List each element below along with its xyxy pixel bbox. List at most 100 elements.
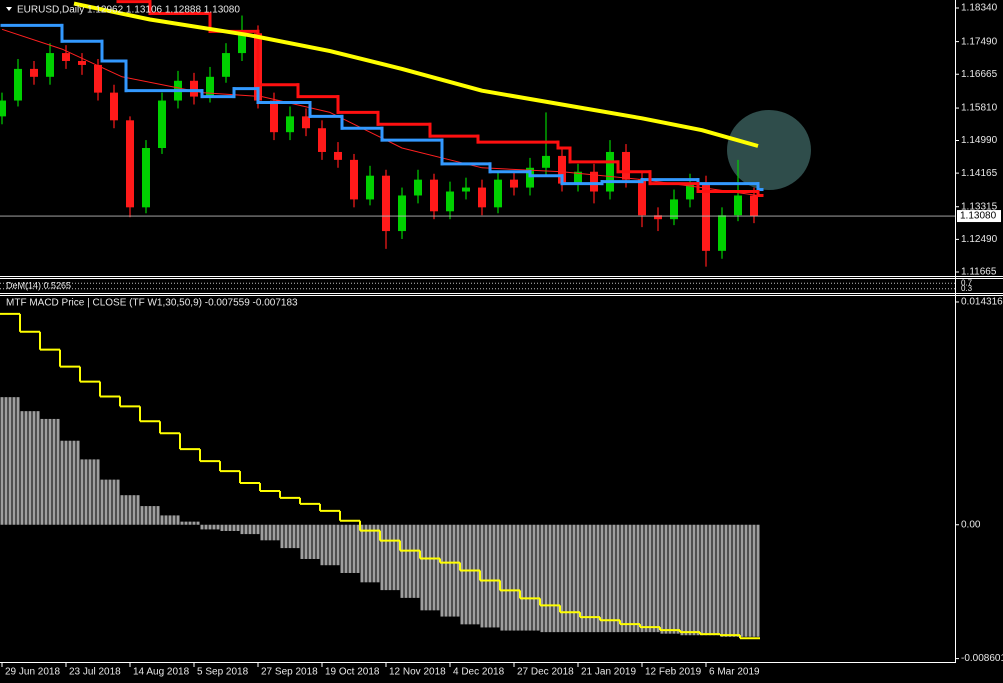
histogram-bar bbox=[576, 524, 580, 633]
histogram-bar bbox=[444, 524, 448, 617]
histogram-bar bbox=[696, 524, 700, 636]
histogram-bar bbox=[688, 524, 692, 636]
candle-body bbox=[590, 171, 598, 192]
candle-body bbox=[318, 128, 326, 152]
histogram-bar bbox=[564, 524, 568, 633]
candle-body bbox=[702, 183, 710, 251]
x-tick-label: 4 Dec 2018 bbox=[453, 667, 505, 678]
histogram-bar bbox=[232, 524, 236, 531]
histogram-bar bbox=[296, 524, 300, 549]
candle-body bbox=[30, 68, 38, 77]
histogram-bar bbox=[40, 418, 44, 525]
histogram-bar bbox=[628, 524, 632, 633]
candle-body bbox=[142, 148, 150, 208]
histogram-bar bbox=[580, 524, 584, 633]
histogram-bar bbox=[428, 524, 432, 611]
y-tick-label: 0.00 bbox=[961, 519, 981, 530]
histogram-bar bbox=[416, 524, 420, 598]
candle-body bbox=[654, 215, 662, 220]
histogram-bar bbox=[228, 524, 232, 531]
histogram-bar bbox=[72, 440, 76, 525]
candle-body bbox=[574, 171, 582, 184]
histogram-bar bbox=[56, 418, 60, 525]
candle-body bbox=[478, 187, 486, 208]
last-price-box bbox=[957, 210, 1001, 223]
histogram-bar bbox=[356, 524, 360, 573]
y-tick-label: 1.14165 bbox=[961, 168, 998, 179]
candle-body bbox=[222, 53, 230, 77]
histogram-bar bbox=[368, 524, 372, 583]
histogram-bar bbox=[732, 524, 736, 637]
histogram-bar bbox=[12, 397, 16, 525]
y-tick-label: 1.12490 bbox=[961, 234, 998, 245]
moving-average bbox=[73, 1, 759, 148]
histogram-bar bbox=[168, 515, 172, 525]
histogram-bar bbox=[344, 524, 348, 573]
candle-body bbox=[718, 215, 726, 251]
histogram-bar bbox=[568, 524, 572, 633]
histogram-bar bbox=[96, 459, 100, 525]
histogram-bar bbox=[436, 524, 440, 611]
histogram-bar bbox=[744, 524, 748, 637]
histogram-bar bbox=[608, 524, 612, 633]
histogram-bar bbox=[348, 524, 352, 573]
histogram-bar bbox=[484, 524, 488, 628]
histogram-bar bbox=[640, 524, 644, 633]
highlight-ellipse bbox=[727, 110, 811, 190]
candle-body bbox=[542, 155, 550, 168]
histogram-bar bbox=[124, 495, 128, 525]
histogram-bar bbox=[672, 524, 676, 634]
histogram-bar bbox=[340, 524, 344, 573]
x-tick-label: 12 Feb 2019 bbox=[645, 667, 702, 678]
candle-body bbox=[94, 64, 102, 93]
histogram-bar bbox=[616, 524, 620, 633]
histogram-bar bbox=[220, 524, 224, 531]
histogram-bar bbox=[540, 524, 544, 633]
histogram-bar bbox=[136, 495, 140, 525]
dem-title: DeM(14) 0.5265 bbox=[6, 280, 71, 290]
histogram-bar bbox=[60, 440, 64, 525]
histogram-bar bbox=[256, 524, 260, 535]
histogram-bar bbox=[236, 524, 240, 531]
histogram-bar bbox=[412, 524, 416, 598]
histogram-bar bbox=[676, 524, 680, 634]
menu-arrow[interactable] bbox=[6, 7, 12, 11]
histogram-bar bbox=[172, 515, 176, 525]
candle-body bbox=[462, 187, 470, 192]
y-tick-label: -0.008601 bbox=[961, 653, 1003, 664]
histogram-bar bbox=[352, 524, 356, 573]
histogram-bar bbox=[424, 524, 428, 611]
histogram-bar bbox=[276, 524, 280, 541]
histogram-bar bbox=[132, 495, 136, 525]
histogram-bar bbox=[284, 524, 288, 549]
histogram-bar bbox=[648, 524, 652, 633]
histogram-bar bbox=[500, 524, 504, 631]
candle-body bbox=[526, 167, 534, 188]
histogram-bar bbox=[736, 524, 740, 637]
candle-body bbox=[78, 60, 86, 65]
histogram-bar bbox=[184, 521, 188, 525]
histogram-bar bbox=[528, 524, 532, 631]
histogram-bar bbox=[592, 524, 596, 633]
candle-body bbox=[206, 76, 214, 97]
candle-body bbox=[158, 100, 166, 149]
candle-body bbox=[334, 151, 342, 160]
x-tick-label: 21 Jan 2019 bbox=[581, 667, 636, 678]
x-tick-label: 23 Jul 2018 bbox=[69, 667, 121, 678]
histogram-bar bbox=[328, 524, 332, 566]
histogram-bar bbox=[740, 524, 744, 637]
histogram-bar bbox=[612, 524, 616, 633]
histogram-bar bbox=[84, 459, 88, 525]
histogram-bar bbox=[556, 524, 560, 633]
y-tick-label: 1.17490 bbox=[961, 36, 998, 47]
candle-body bbox=[350, 159, 358, 200]
histogram-bar bbox=[260, 524, 264, 541]
histogram-bar bbox=[52, 418, 56, 525]
histogram-bar bbox=[44, 418, 48, 525]
histogram-bar bbox=[724, 524, 728, 637]
x-tick-label: 27 Sep 2018 bbox=[261, 667, 318, 678]
histogram-bar bbox=[468, 524, 472, 625]
x-tick-label: 27 Dec 2018 bbox=[517, 667, 574, 678]
candle-body bbox=[110, 92, 118, 121]
histogram-bar bbox=[200, 524, 204, 530]
